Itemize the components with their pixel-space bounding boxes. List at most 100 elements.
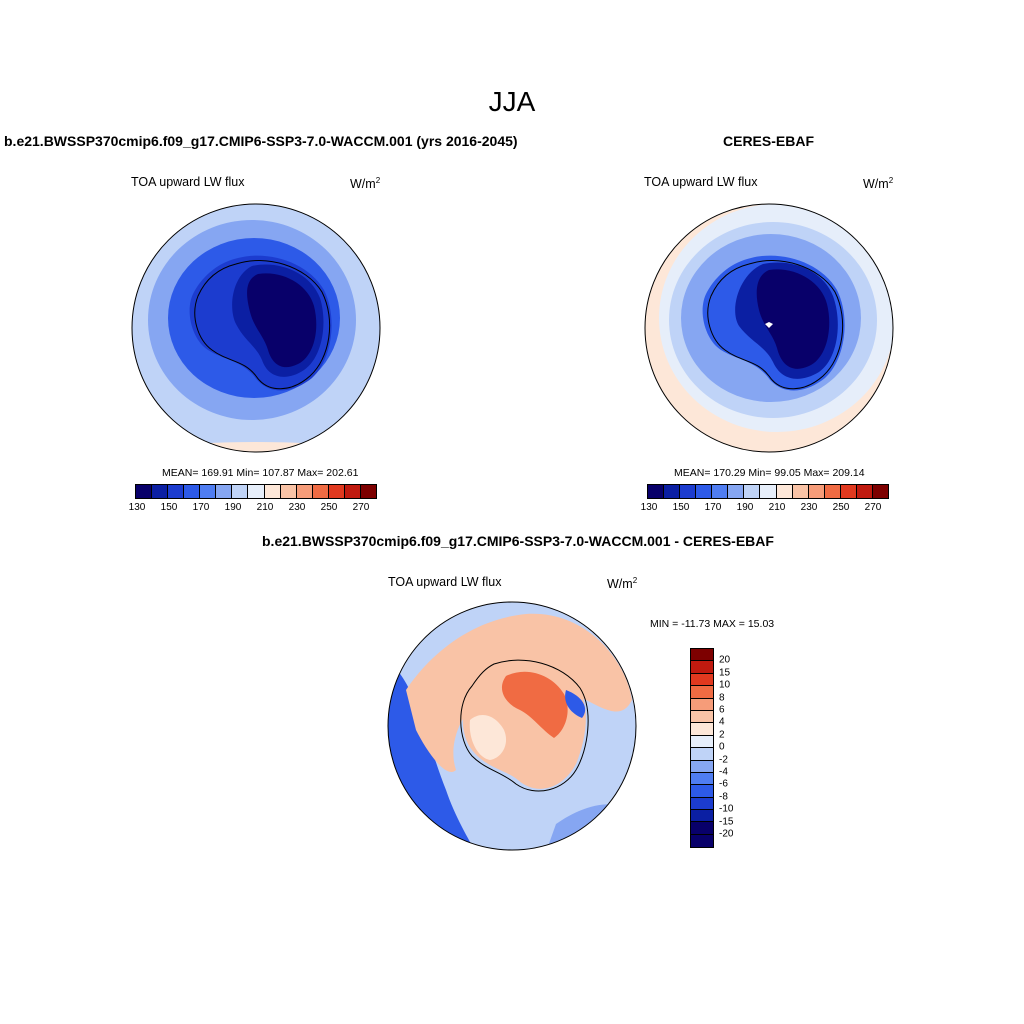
cbar3-swatch bbox=[691, 735, 713, 749]
cbar2-swatch bbox=[872, 485, 888, 498]
panel1-title: b.e21.BWSSP370cmip6.f09_g17.CMIP6-SSP3-7… bbox=[4, 133, 518, 149]
panel2-stats: MEAN= 170.29 Min= 99.05 Max= 209.14 bbox=[674, 467, 865, 479]
panel3-coastline bbox=[460, 659, 589, 792]
panel1-map-border bbox=[131, 203, 381, 453]
colorbar-tick-label: 170 bbox=[704, 502, 722, 513]
cbar2-swatch bbox=[728, 485, 745, 498]
panel3-map-border bbox=[387, 601, 637, 851]
cbar3-swatch bbox=[691, 785, 713, 798]
cbar3-swatch bbox=[691, 661, 713, 674]
cbar1-swatch bbox=[280, 485, 297, 498]
colorbar-tick-label: 270 bbox=[864, 502, 882, 513]
panel1-coastline bbox=[194, 260, 331, 390]
colorbar-tick-label: 250 bbox=[832, 502, 850, 513]
cbar2-swatch bbox=[712, 485, 729, 498]
cbar3-swatch bbox=[691, 822, 713, 835]
panel2-plateau bbox=[756, 269, 830, 369]
cbar2-swatch bbox=[744, 485, 761, 498]
cbar1-swatch bbox=[200, 485, 217, 498]
colorbar-tick-label: -10 bbox=[719, 803, 734, 815]
panel3-colorbar bbox=[690, 648, 714, 849]
colorbar-tick-label: 150 bbox=[672, 502, 690, 513]
colorbar-tick-label: -6 bbox=[719, 778, 728, 790]
colorbar-tick-label: 210 bbox=[256, 502, 274, 513]
cbar1-swatch bbox=[216, 485, 233, 498]
cbar3-swatch bbox=[691, 649, 713, 662]
cbar1-swatch bbox=[360, 485, 376, 498]
panel3-cold-streak bbox=[565, 690, 586, 718]
cbar2-swatch bbox=[856, 485, 873, 498]
colorbar-tick-label: -20 bbox=[719, 828, 734, 840]
cbar3-swatch bbox=[691, 723, 713, 736]
panel3-map bbox=[387, 601, 637, 851]
cbar1-swatch bbox=[344, 485, 361, 498]
cbar1-swatch bbox=[248, 485, 265, 498]
cbar3-swatch bbox=[691, 760, 713, 773]
panel2-units-label: W/m2 bbox=[863, 176, 894, 192]
panel1-plateau bbox=[247, 273, 317, 368]
cbar2-swatch bbox=[648, 485, 665, 498]
colorbar-tick-label: -8 bbox=[719, 791, 728, 803]
colorbar-tick-label: 270 bbox=[352, 502, 370, 513]
cbar1-swatch bbox=[312, 485, 329, 498]
cbar3-swatch bbox=[691, 834, 713, 848]
cbar2-swatch bbox=[680, 485, 697, 498]
cbar2-swatch bbox=[824, 485, 841, 498]
cbar1-swatch bbox=[232, 485, 249, 498]
cbar3-swatch bbox=[691, 710, 713, 724]
colorbar-tick-label: 130 bbox=[128, 502, 146, 513]
panel3-units-label: W/m2 bbox=[607, 576, 638, 592]
colorbar-tick-label: 250 bbox=[320, 502, 338, 513]
colorbar-tick-label: -2 bbox=[719, 754, 728, 766]
colorbar-tick-label: 190 bbox=[224, 502, 242, 513]
colorbar-tick-label: 10 bbox=[719, 679, 731, 691]
colorbar-tick-label: 170 bbox=[192, 502, 210, 513]
cbar2-swatch bbox=[808, 485, 825, 498]
panel2-map-border bbox=[644, 203, 894, 453]
cbar1-swatch bbox=[152, 485, 169, 498]
colorbar-tick-label: 230 bbox=[288, 502, 306, 513]
panel2-map bbox=[644, 203, 894, 453]
panel3-warm-ocean bbox=[406, 613, 632, 772]
cbar3-swatch bbox=[691, 698, 713, 711]
colorbar-tick-label: -15 bbox=[719, 816, 734, 828]
panel2-coastline bbox=[707, 260, 844, 390]
cbar3-swatch bbox=[691, 686, 713, 699]
colorbar-tick-label: 4 bbox=[719, 716, 725, 728]
colorbar-tick-label: 6 bbox=[719, 704, 725, 716]
colorbar-tick-label: 150 bbox=[160, 502, 178, 513]
colorbar-tick-label: 2 bbox=[719, 729, 725, 741]
panel3-variable-label: TOA upward LW flux bbox=[388, 575, 502, 589]
cbar3-swatch bbox=[691, 810, 713, 823]
cbar3-swatch bbox=[691, 748, 713, 761]
panel3-title: b.e21.BWSSP370cmip6.f09_g17.CMIP6-SSP3-7… bbox=[262, 533, 774, 549]
cbar2-swatch bbox=[664, 485, 681, 498]
panel1-units-label: W/m2 bbox=[350, 176, 381, 192]
cbar1-swatch bbox=[168, 485, 185, 498]
cbar2-swatch bbox=[760, 485, 777, 498]
panel3-hot-core bbox=[501, 671, 568, 738]
cbar2-swatch bbox=[840, 485, 857, 498]
panel1-variable-label: TOA upward LW flux bbox=[131, 175, 245, 189]
main-title: JJA bbox=[488, 86, 536, 117]
cbar1-swatch bbox=[184, 485, 201, 498]
colorbar-tick-label: 8 bbox=[719, 692, 725, 704]
panel2-variable-label: TOA upward LW flux bbox=[644, 175, 758, 189]
cbar3-swatch bbox=[691, 797, 713, 811]
panel3-pale-region bbox=[469, 715, 507, 760]
panel2-missing-data-spot bbox=[765, 322, 773, 328]
panel1-warm-rim bbox=[132, 442, 380, 452]
cbar1-swatch bbox=[264, 485, 281, 498]
colorbar-tick-label: -4 bbox=[719, 766, 728, 778]
cbar1-swatch bbox=[296, 485, 313, 498]
cbar3-swatch bbox=[691, 772, 713, 786]
panel1-stats: MEAN= 169.91 Min= 107.87 Max= 202.61 bbox=[162, 467, 359, 479]
panel2-colorbar bbox=[647, 484, 889, 499]
colorbar-tick-label: 20 bbox=[719, 654, 731, 666]
colorbar-tick-label: 130 bbox=[640, 502, 658, 513]
colorbar-tick-label: 15 bbox=[719, 667, 731, 679]
panel2-title: CERES-EBAF bbox=[723, 133, 815, 149]
cbar1-swatch bbox=[136, 485, 153, 498]
panel1-map bbox=[131, 203, 381, 453]
cbar2-swatch bbox=[696, 485, 713, 498]
